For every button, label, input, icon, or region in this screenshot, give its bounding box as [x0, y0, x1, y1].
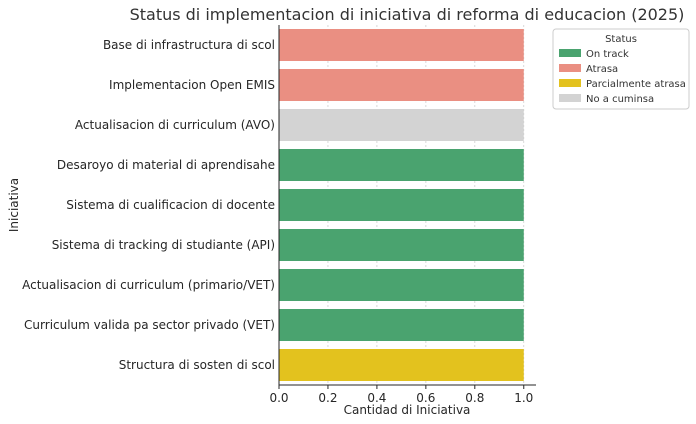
- legend-label-1: Atrasa: [586, 64, 618, 75]
- bar-2: [279, 109, 524, 141]
- bar-7: [279, 309, 524, 341]
- category-label-5: Sistema di tracking di studiante (API): [52, 238, 275, 252]
- category-label-6: Actualisacion di curriculum (primario/VE…: [22, 278, 275, 292]
- bar-8: [279, 349, 524, 381]
- bar-0: [279, 29, 524, 61]
- category-label-1: Implementacion Open EMIS: [109, 78, 275, 92]
- x-tick-label-5: 1.0: [514, 391, 533, 405]
- x-tick-label-2: 0.4: [367, 391, 386, 405]
- category-label-3: Desaroyo di material di aprendisahe: [57, 158, 275, 172]
- y-axis-title: Iniciativa: [7, 178, 21, 232]
- legend-label-2: Parcialmente atrasa: [586, 79, 686, 90]
- legend-frame: [552, 28, 690, 110]
- bar-1: [279, 69, 524, 101]
- legend-label-0: On track: [586, 49, 629, 60]
- x-tick-label-0: 0.0: [269, 391, 288, 405]
- chart-title: Status di implementacion di iniciativa d…: [130, 5, 685, 24]
- legend: Status On track Atrasa Parcialmente atrasa…: [552, 28, 690, 110]
- category-label-7: Curriculum valida pa sector privado (VET…: [24, 318, 275, 332]
- axes: [278, 25, 536, 386]
- bar-5: [279, 229, 524, 261]
- legend-swatch-3: [559, 94, 581, 102]
- legend-swatch-2: [559, 79, 581, 87]
- bar-3: [279, 149, 524, 181]
- category-label-8: Structura di sosten di scol: [119, 358, 275, 372]
- category-label-0: Base di infrastructura di scol: [103, 38, 275, 52]
- x-axis-title: Cantidad di Iniciativa: [344, 403, 471, 417]
- x-tick-label-3: 0.6: [416, 391, 435, 405]
- bar-4: [279, 189, 524, 221]
- legend-swatch-0: [559, 49, 581, 57]
- category-label-2: Actualisacion di curriculum (AVO): [75, 118, 275, 132]
- legend-label-3: No a cuminsa: [586, 94, 654, 105]
- legend-title: Status: [605, 34, 637, 45]
- category-labels: Base di infrastructura di scol Implementa…: [22, 38, 275, 372]
- legend-swatch-1: [559, 64, 581, 72]
- bars-group: [279, 29, 524, 381]
- bar-6: [279, 269, 524, 301]
- x-tick-label-4: 0.8: [465, 391, 484, 405]
- category-label-4: Sistema di cualificacion di docente: [66, 198, 275, 212]
- x-tick-label-1: 0.2: [318, 391, 337, 405]
- x-ticks: 0.0 0.2 0.4 0.6 0.8 1.0: [269, 385, 533, 405]
